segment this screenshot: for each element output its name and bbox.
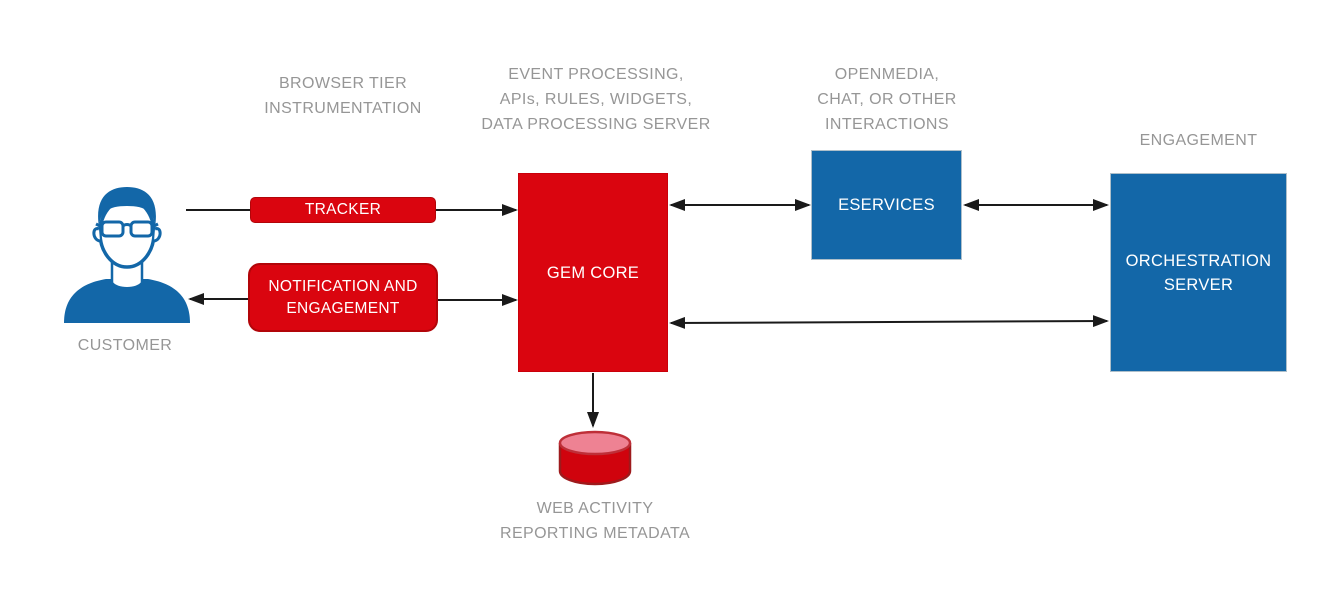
openmedia-line1: OPENMEDIA,: [834, 66, 940, 83]
event-processing-line3: DATA PROCESSING SERVER: [481, 116, 711, 133]
orchestration-server-node: ORCHESTRATION SERVER: [1110, 173, 1287, 372]
browser-tier-line2: INSTRUMENTATION: [264, 100, 422, 117]
browser-tier-line1: BROWSER TIER: [278, 75, 408, 92]
orchestration-label-line1: ORCHESTRATION: [1125, 251, 1272, 270]
customer-label-text: CUSTOMER: [77, 337, 173, 354]
browser-tier-annotation: BROWSER TIER INSTRUMENTATION: [233, 71, 453, 121]
eservices-label: ESERVICES: [838, 196, 935, 214]
tracker-label: TRACKER: [304, 201, 382, 218]
notification-engagement-node: NOTIFICATION AND ENGAGEMENT: [248, 263, 438, 332]
openmedia-line3: INTERACTIONS: [825, 116, 949, 133]
customer-ear-left: [92, 227, 101, 243]
eservices-node: ESERVICES: [811, 150, 962, 260]
customer-ear-right: [153, 227, 162, 243]
web-activity-annotation: WEB ACTIVITY REPORTING METADATA: [475, 496, 715, 546]
tracker-node: TRACKER: [250, 197, 436, 223]
openmedia-line2: CHAT, OR OTHER: [817, 91, 957, 108]
event-processing-line1: EVENT PROCESSING,: [508, 66, 684, 83]
notification-label-line2: ENGAGEMENT: [286, 299, 400, 317]
notification-label-line1: NOTIFICATION AND: [268, 277, 418, 295]
openmedia-annotation: OPENMEDIA, CHAT, OR OTHER INTERACTIONS: [787, 62, 987, 137]
customer-label: CUSTOMER: [40, 333, 210, 358]
gem-core-label: GEM CORE: [546, 263, 640, 282]
arrow-gem-core-orchestration: [669, 315, 1109, 329]
customer-neck: [110, 259, 144, 290]
orchestration-label-line2: SERVER: [1163, 275, 1234, 294]
gem-core-node: GEM CORE: [518, 173, 668, 372]
database-top: [558, 430, 632, 456]
database-icon: [558, 430, 632, 486]
customer-glasses: [95, 220, 159, 238]
engagement-line1: ENGAGEMENT: [1139, 132, 1258, 149]
web-activity-line2: REPORTING METADATA: [499, 525, 691, 542]
customer-hair: [98, 187, 156, 227]
event-processing-annotation: EVENT PROCESSING, APIs, RULES, WIDGETS, …: [446, 62, 746, 137]
customer-torso: [64, 279, 190, 323]
customer-icon: [64, 187, 190, 323]
event-processing-line2: APIs, RULES, WIDGETS,: [499, 91, 693, 108]
engagement-annotation: ENGAGEMENT: [1110, 128, 1287, 153]
web-activity-line1: WEB ACTIVITY: [536, 500, 654, 517]
